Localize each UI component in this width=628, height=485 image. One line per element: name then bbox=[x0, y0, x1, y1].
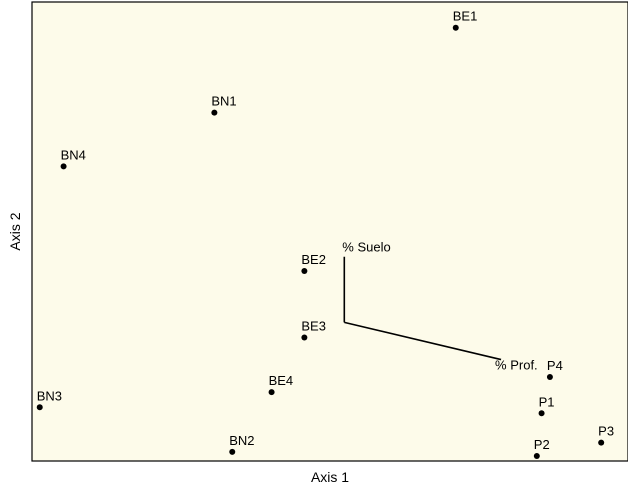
y-axis-title: Axis 2 bbox=[7, 212, 23, 250]
plot-area bbox=[31, 1, 628, 462]
point-p1 bbox=[538, 410, 545, 417]
point-be1 bbox=[452, 24, 459, 31]
point-be4 bbox=[268, 389, 275, 396]
point-bn2 bbox=[229, 448, 236, 455]
point-p4 bbox=[546, 374, 553, 381]
point-label-bn1: BN1 bbox=[211, 94, 236, 109]
point-bn3 bbox=[36, 404, 43, 411]
point-label-bn4: BN4 bbox=[61, 147, 86, 162]
vector-label-0: % Suelo bbox=[342, 240, 390, 255]
vector-line-1 bbox=[344, 321, 502, 361]
point-p3 bbox=[598, 439, 605, 446]
points-layer: BE1 BN1 BN4 BE2 BE3 P4 BE4 BN3 P1 P3 BN2 P2 bbox=[36, 9, 614, 459]
x-axis-title: Axis 1 bbox=[311, 469, 349, 485]
vectors-layer: % Suelo % Prof. bbox=[342, 240, 537, 373]
point-be2 bbox=[301, 267, 308, 274]
point-bn1 bbox=[211, 109, 218, 116]
point-label-bn2: BN2 bbox=[229, 433, 254, 448]
point-bn4 bbox=[60, 163, 67, 170]
point-label-bn3: BN3 bbox=[37, 388, 62, 403]
point-label-p4: P4 bbox=[547, 358, 563, 373]
point-label-p3: P3 bbox=[598, 424, 614, 439]
point-be3 bbox=[301, 334, 308, 341]
point-label-be1: BE1 bbox=[453, 9, 478, 24]
point-p2 bbox=[533, 452, 540, 459]
point-label-be4: BE4 bbox=[269, 373, 294, 388]
point-label-be3: BE3 bbox=[301, 319, 326, 334]
vector-label-1: % Prof. bbox=[495, 358, 538, 373]
point-label-p1: P1 bbox=[539, 394, 555, 409]
point-label-be2: BE2 bbox=[301, 252, 326, 267]
point-label-p2: P2 bbox=[534, 437, 550, 452]
